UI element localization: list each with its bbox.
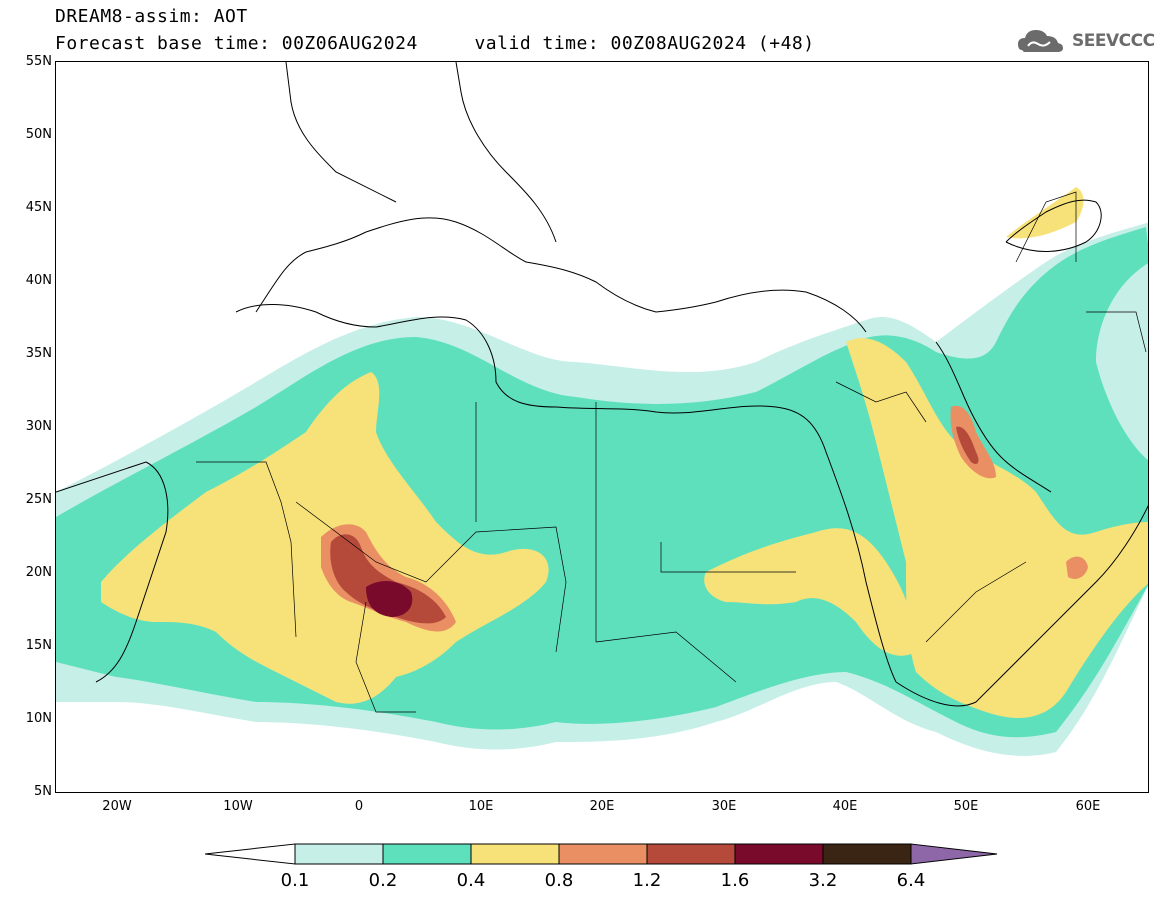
lon-label-30e: 30E (711, 799, 737, 814)
lon-label-10w: 10W (223, 799, 253, 814)
chart-title: DREAM8-assim: AOT (55, 6, 248, 27)
lat-label-50n: 50N (25, 127, 52, 142)
aot-band-1.2-oman (1066, 556, 1088, 579)
forecast-time-line: Forecast base time: 00Z06AUG2024 valid t… (55, 33, 815, 54)
aot-band-0.4-arabia (846, 338, 1148, 718)
colorbar-label-1.2: 1.2 (632, 870, 662, 891)
aot-band-1.6-gulf (956, 426, 979, 464)
aot-band-1.6 (330, 534, 446, 624)
colorbar-swatch-0.1-0.2 (294, 843, 384, 865)
lat-label-25n: 25N (25, 492, 52, 507)
map-panel (55, 61, 1149, 793)
colorbar-label-0.4: 0.4 (456, 870, 486, 891)
lat-label-15n: 15N (25, 638, 52, 653)
lat-label-45n: 45N (25, 200, 52, 215)
lat-label-35n: 35N (25, 346, 52, 361)
lat-label-30n: 30N (25, 419, 52, 434)
aot-band-1.2-gulf (950, 405, 996, 479)
cloud-icon (1018, 30, 1063, 52)
colorbar-label-0.2: 0.2 (368, 870, 398, 891)
colorbar-swatch-1.6-3.2 (734, 843, 824, 865)
lon-label-0: 0 (354, 799, 364, 814)
lon-label-20w: 20W (102, 799, 132, 814)
logo-text: SEEVCCC (1072, 31, 1155, 51)
colorbar-swatch-0.8-1.2 (558, 843, 648, 865)
lat-label-20n: 20N (25, 565, 52, 580)
colorbar-swatch-3.2-6.4 (822, 843, 912, 865)
colorbar-swatch-1.2-1.6 (646, 843, 736, 865)
lon-label-10e: 10E (468, 799, 494, 814)
lon-label-50e: 50E (953, 799, 979, 814)
country-borders (196, 191, 1147, 713)
coastlines (56, 62, 1148, 707)
lat-label-5n: 5N (34, 784, 52, 799)
lon-label-40e: 40E (832, 799, 858, 814)
lon-label-60e: 60E (1075, 799, 1101, 814)
colorbar-label-0.1: 0.1 (280, 870, 310, 891)
aot-map (56, 62, 1148, 756)
aot-band-3.2 (366, 580, 413, 617)
colorbar (205, 843, 998, 865)
colorbar-underflow (205, 843, 296, 865)
colorbar-swatch-0.4-0.8 (470, 843, 560, 865)
lat-label-10n: 10N (25, 711, 52, 726)
colorbar-label-3.2: 3.2 (808, 870, 838, 891)
lat-label-40n: 40N (25, 273, 52, 288)
colorbar-label-0.8: 0.8 (544, 870, 574, 891)
aot-band-0.4-east (704, 528, 916, 656)
colorbar-swatch-0.2-0.4 (382, 843, 472, 865)
lat-label-55n: 55N (25, 54, 52, 69)
colorbar-label-1.6: 1.6 (720, 870, 750, 891)
colorbar-overflow (910, 843, 998, 865)
colorbar-label-6.4: 6.4 (896, 870, 926, 891)
lon-label-20e: 20E (589, 799, 615, 814)
